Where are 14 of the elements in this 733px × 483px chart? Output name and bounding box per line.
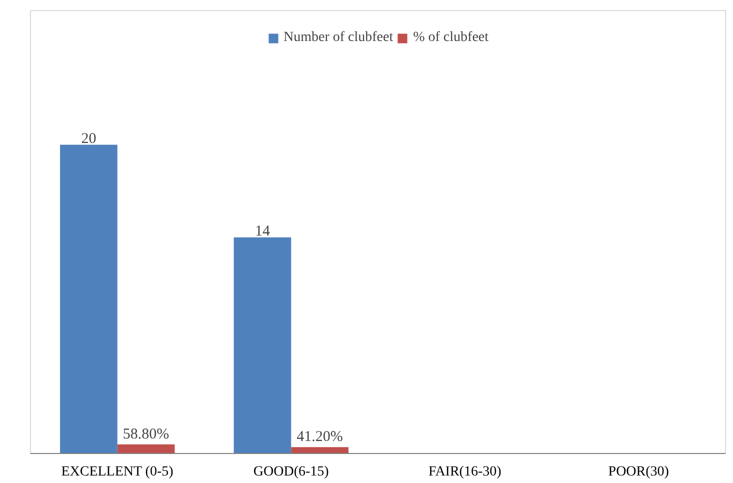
legend-label: Number of clubfeet	[283, 30, 394, 46]
legend-label: % of clubfeet	[413, 30, 489, 46]
x-tick-label: POOR(30)	[608, 464, 670, 480]
data-label: 41.20%	[296, 429, 343, 446]
bar	[117, 444, 175, 454]
x-tick-label: EXCELLENT (0-5)	[61, 464, 174, 480]
bar	[291, 447, 348, 454]
data-label: 20	[81, 130, 96, 147]
data-label: 58.80%	[122, 426, 170, 442]
data-label: 14	[254, 223, 270, 240]
bar	[234, 237, 292, 454]
x-tick-label: GOOD(6-15)	[253, 464, 330, 480]
bar	[60, 144, 118, 454]
x-tick-label: FAIR(16-30)	[428, 464, 502, 480]
